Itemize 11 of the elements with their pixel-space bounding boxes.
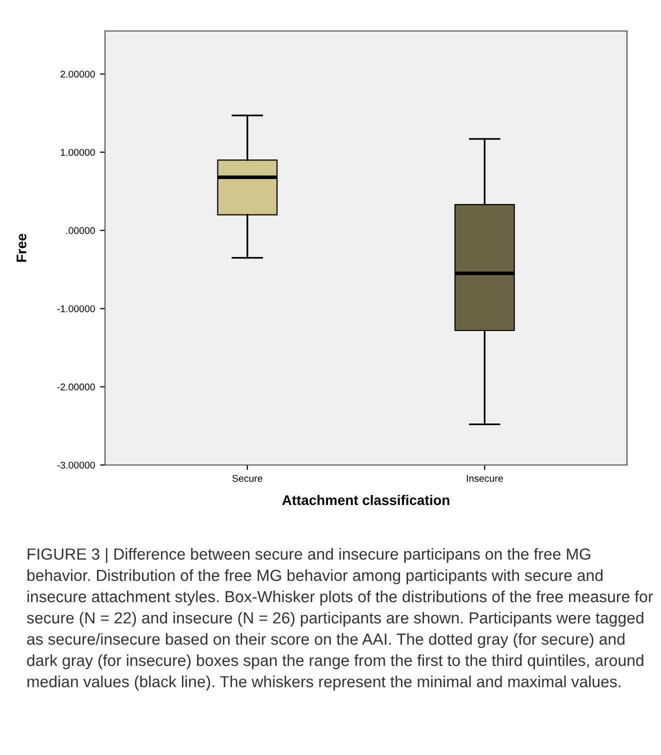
x-axis-title: Attachment classification [282,494,450,506]
y-tick-label: -2.00000 [57,384,95,390]
y-tick-label: 1.00000 [60,148,95,156]
y-tick-label: -1.00000 [57,305,95,312]
y-tick-label: .00000 [66,227,95,234]
x-tick-label: Secure [232,474,262,482]
y-tick-label: 2.00000 [60,70,95,78]
y-axis-title: Free [16,234,26,262]
x-tick-label: Insecure [466,475,503,482]
caption: FIGURE 3 | Difference between secure and insecure participans on the free MG behavior. Distribution of the free MG behavior among participants with secure and insecure attachment styles. Box-Whisker plots of the distributions of the free measure for secure (N = 22) and insecure (N = 26) participants are shown. Participants were tagged as secure/insecure based on their score on the AAI. The dotted gray (for secure) and dark gray (for insecure) boxes span the range from the first to the third quintiles, around median values (black line). The whiskers represent the minimal and maximal values. [26,548,653,690]
y-tick-label: -3.00000 [57,462,95,469]
